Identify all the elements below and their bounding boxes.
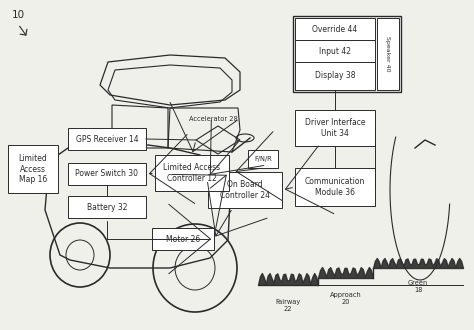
- Text: Approach
20: Approach 20: [329, 292, 361, 305]
- Text: Limited Access
Controller 12: Limited Access Controller 12: [164, 163, 220, 183]
- FancyBboxPatch shape: [295, 18, 375, 40]
- FancyBboxPatch shape: [208, 172, 282, 208]
- Text: Communication
Module 36: Communication Module 36: [305, 177, 365, 197]
- Text: Driver Interface
Unit 34: Driver Interface Unit 34: [305, 118, 365, 138]
- FancyBboxPatch shape: [8, 145, 58, 193]
- Text: Input 42: Input 42: [319, 47, 351, 55]
- Text: Power Switch 30: Power Switch 30: [75, 170, 138, 179]
- Text: GPS Receiver 14: GPS Receiver 14: [76, 135, 138, 144]
- Text: Fairway
22: Fairway 22: [275, 299, 301, 312]
- FancyBboxPatch shape: [248, 150, 278, 168]
- Text: On Board
Controller 24: On Board Controller 24: [220, 180, 270, 200]
- FancyBboxPatch shape: [377, 18, 399, 90]
- Text: 10: 10: [12, 10, 25, 20]
- FancyBboxPatch shape: [68, 196, 146, 218]
- FancyBboxPatch shape: [295, 168, 375, 206]
- Text: Limited
Access
Map 16: Limited Access Map 16: [18, 154, 47, 184]
- Text: Battery 32: Battery 32: [87, 203, 127, 212]
- FancyBboxPatch shape: [68, 128, 146, 150]
- FancyBboxPatch shape: [295, 110, 375, 146]
- FancyBboxPatch shape: [152, 228, 214, 250]
- Text: Accelerator 28: Accelerator 28: [189, 116, 237, 122]
- FancyBboxPatch shape: [155, 155, 229, 191]
- Text: Motor 26: Motor 26: [166, 235, 200, 244]
- Text: Display 38: Display 38: [315, 72, 355, 81]
- Text: F/N/R: F/N/R: [254, 156, 272, 162]
- FancyBboxPatch shape: [68, 163, 146, 185]
- FancyBboxPatch shape: [295, 40, 375, 62]
- Text: Speaker 40: Speaker 40: [385, 36, 391, 72]
- FancyBboxPatch shape: [295, 62, 375, 90]
- Text: Override 44: Override 44: [312, 24, 357, 34]
- Text: Green
18: Green 18: [408, 280, 428, 293]
